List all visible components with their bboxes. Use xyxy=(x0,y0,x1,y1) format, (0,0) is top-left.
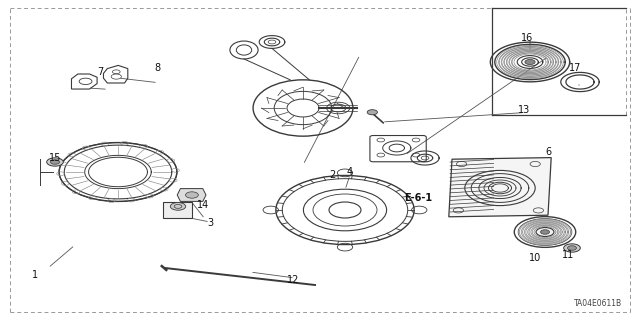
Text: 2: 2 xyxy=(329,170,335,180)
Text: E-6-1: E-6-1 xyxy=(404,193,432,203)
Circle shape xyxy=(564,244,580,252)
Text: 12: 12 xyxy=(287,275,299,285)
Circle shape xyxy=(47,158,63,166)
FancyBboxPatch shape xyxy=(163,202,192,218)
Text: 15: 15 xyxy=(49,153,61,163)
Text: 7: 7 xyxy=(97,67,103,77)
Text: 3: 3 xyxy=(207,218,213,228)
Circle shape xyxy=(170,203,186,210)
Circle shape xyxy=(525,60,535,65)
Polygon shape xyxy=(449,158,551,217)
Text: 6: 6 xyxy=(545,147,551,157)
Circle shape xyxy=(186,192,198,198)
Text: 1: 1 xyxy=(32,270,38,280)
Text: 14: 14 xyxy=(197,200,209,210)
Text: 8: 8 xyxy=(154,63,160,73)
Polygon shape xyxy=(177,188,206,201)
Text: 4: 4 xyxy=(347,167,353,177)
Circle shape xyxy=(568,246,577,250)
Text: 11: 11 xyxy=(562,250,574,260)
Text: 13: 13 xyxy=(518,105,530,115)
Text: 16: 16 xyxy=(521,33,533,43)
Text: 17: 17 xyxy=(569,63,581,73)
Circle shape xyxy=(541,230,550,234)
Text: 10: 10 xyxy=(529,253,541,263)
Circle shape xyxy=(51,160,60,164)
Circle shape xyxy=(367,110,378,115)
Text: TA04E0611B: TA04E0611B xyxy=(574,299,622,308)
Circle shape xyxy=(518,219,572,245)
